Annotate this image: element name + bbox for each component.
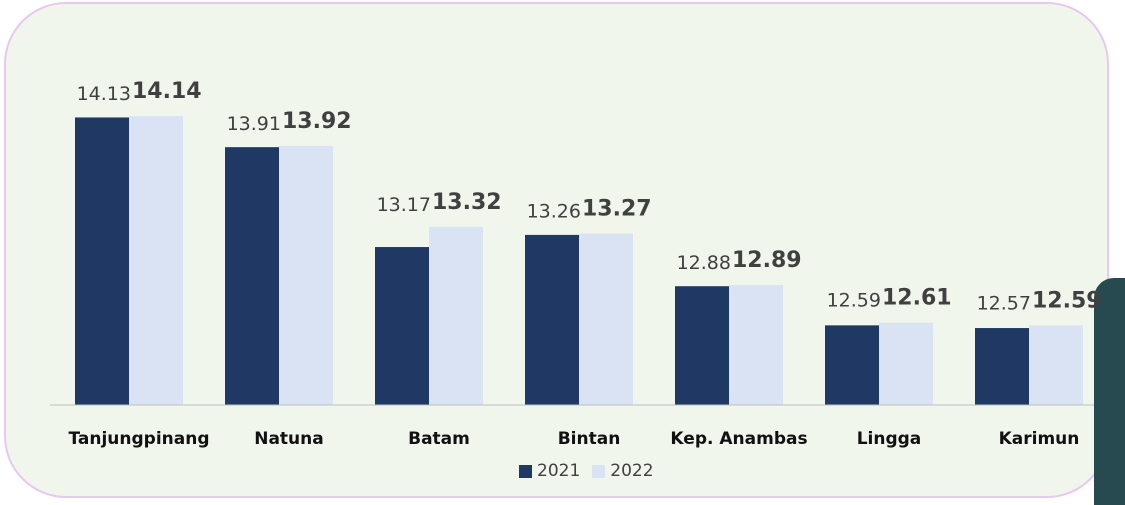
- value-label-2021-natuna: 13.91: [227, 113, 281, 135]
- bar-2022-tanjungpinang: [129, 116, 183, 405]
- bar-2022-batam: [429, 226, 483, 405]
- value-label-2022-natuna: 13.92: [282, 109, 352, 134]
- value-label-2021-karimun: 12.57: [977, 292, 1031, 314]
- bar-2022-karimun: [1029, 325, 1083, 405]
- value-label-2021-lingga: 12.59: [827, 290, 881, 312]
- value-label-2021-bintan: 13.26: [527, 201, 581, 223]
- bar-2021-tanjungpinang: [75, 117, 129, 405]
- value-label-2021-batam: 13.17: [377, 194, 431, 216]
- legend-label-2022: 2022: [610, 461, 654, 481]
- legend-swatch-2021: [519, 464, 532, 478]
- value-label-2021-tanjungpinang: 14.13: [77, 83, 131, 105]
- legend-label-2021: 2021: [537, 461, 581, 481]
- value-labels-layer: 14.13 14.14 13.91 13.92 13.17 13.32 13.26 13.27…: [77, 79, 1102, 314]
- bar-2021-bintan: [525, 234, 579, 405]
- category-label-lingga: Lingga: [857, 429, 922, 449]
- category-labels-layer: Tanjungpinang Natuna Batam Bintan Kep. Anamb…: [68, 429, 1079, 449]
- value-label-2022-bintan: 13.27: [582, 197, 652, 222]
- bar-2022-lingga: [879, 322, 933, 405]
- bars-layer: [75, 116, 1083, 406]
- value-label-2022-batam: 13.32: [432, 190, 502, 215]
- bar-2022-kep-anambas: [729, 284, 783, 405]
- bar-2021-batam: [375, 247, 429, 405]
- legend: 2021 2022: [519, 461, 666, 481]
- bar-2021-natuna: [225, 147, 279, 405]
- side-tab: [1094, 278, 1125, 505]
- category-label-kep-anambas: Kep. Anambas: [670, 429, 807, 449]
- bar-2022-bintan: [579, 233, 633, 405]
- value-label-2022-tanjungpinang: 14.14: [132, 79, 202, 104]
- legend-item-2021: 2021: [519, 461, 580, 481]
- category-label-batam: Batam: [408, 429, 470, 449]
- bar-2021-lingga: [825, 325, 879, 405]
- value-label-2022-karimun: 12.59: [1032, 288, 1102, 313]
- value-label-2021-kep-anambas: 12.88: [677, 252, 731, 274]
- bar-2021-karimun: [975, 328, 1029, 405]
- legend-item-2022: 2022: [592, 461, 654, 481]
- category-label-tanjungpinang: Tanjungpinang: [68, 429, 209, 449]
- category-label-bintan: Bintan: [558, 429, 621, 449]
- value-label-2022-kep-anambas: 12.89: [732, 248, 802, 273]
- value-label-2022-lingga: 12.61: [882, 286, 952, 311]
- bar-2021-kep-anambas: [675, 286, 729, 405]
- legend-swatch-2022: [592, 464, 606, 478]
- category-label-karimun: Karimun: [999, 429, 1080, 449]
- bar-2022-natuna: [279, 145, 333, 406]
- category-label-natuna: Natuna: [254, 429, 324, 449]
